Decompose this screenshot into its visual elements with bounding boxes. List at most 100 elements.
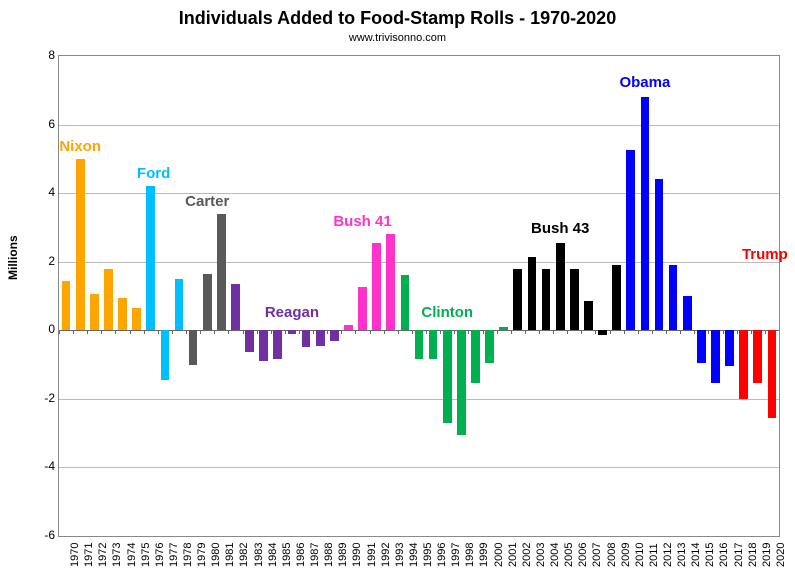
bar — [415, 330, 424, 359]
x-tick-mark — [666, 330, 667, 334]
x-tick-label: 1980 — [210, 543, 222, 567]
x-tick-label: 2015 — [704, 543, 716, 567]
bar — [471, 330, 480, 383]
x-tick-mark — [638, 330, 639, 334]
x-tick-mark — [73, 330, 74, 334]
x-tick-mark — [271, 330, 272, 334]
x-tick-label: 2008 — [606, 543, 618, 567]
x-tick-mark — [426, 330, 427, 334]
president-annotation: Clinton — [421, 304, 473, 321]
bar — [245, 330, 254, 351]
bar — [273, 330, 282, 359]
bar — [768, 330, 777, 417]
x-tick-mark — [214, 330, 215, 334]
x-tick-label: 2002 — [521, 543, 533, 567]
x-tick-mark — [172, 330, 173, 334]
x-tick-label: 1990 — [351, 543, 363, 567]
bar — [372, 243, 381, 330]
x-tick-label: 1974 — [126, 543, 138, 567]
bar — [90, 294, 99, 330]
bar — [655, 179, 664, 330]
x-tick-label: 1972 — [97, 543, 109, 567]
bar — [528, 257, 537, 331]
bar — [570, 269, 579, 331]
bar — [697, 330, 706, 363]
y-tick-label: -6 — [25, 528, 55, 542]
x-tick-label: 1993 — [394, 543, 406, 567]
chart-container: Individuals Added to Food-Stamp Rolls - … — [0, 0, 795, 584]
x-tick-label: 1975 — [140, 543, 152, 567]
bar — [739, 330, 748, 399]
x-tick-label: 1976 — [154, 543, 166, 567]
bar — [641, 97, 650, 330]
x-tick-mark — [483, 330, 484, 334]
bar — [612, 265, 621, 330]
gridline — [59, 262, 779, 263]
x-tick-mark — [384, 330, 385, 334]
x-tick-label: 1971 — [83, 543, 95, 567]
x-tick-mark — [398, 330, 399, 334]
x-tick-mark — [285, 330, 286, 334]
chart-title: Individuals Added to Food-Stamp Rolls - … — [0, 8, 795, 29]
x-tick-mark — [694, 330, 695, 334]
x-tick-label: 1978 — [182, 543, 194, 567]
bar — [146, 186, 155, 330]
x-tick-mark — [497, 330, 498, 334]
x-tick-mark — [228, 330, 229, 334]
x-tick-mark — [525, 330, 526, 334]
x-tick-label: 1992 — [380, 543, 392, 567]
x-tick-mark — [158, 330, 159, 334]
x-tick-label: 1987 — [309, 543, 321, 567]
bar — [76, 159, 85, 330]
bar — [513, 269, 522, 331]
x-tick-mark — [680, 330, 681, 334]
bar — [203, 274, 212, 331]
x-tick-label: 1982 — [238, 543, 250, 567]
president-annotation: Carter — [185, 193, 229, 210]
plot-area: NixonFordCarterReaganBush 41ClintonBush … — [58, 55, 780, 537]
x-tick-mark — [299, 330, 300, 334]
x-tick-label: 1996 — [436, 543, 448, 567]
bar — [556, 243, 565, 330]
x-tick-mark — [341, 330, 342, 334]
x-tick-label: 2005 — [563, 543, 575, 567]
x-tick-label: 1988 — [323, 543, 335, 567]
gridline — [59, 467, 779, 468]
bar — [598, 330, 607, 335]
bar — [259, 330, 268, 361]
bar — [443, 330, 452, 423]
x-tick-label: 2004 — [549, 543, 561, 567]
bar — [104, 269, 113, 331]
bar — [485, 330, 494, 363]
x-tick-mark — [595, 330, 596, 334]
x-tick-mark — [130, 330, 131, 334]
x-tick-label: 1986 — [295, 543, 307, 567]
bar — [175, 279, 184, 330]
x-tick-mark — [511, 330, 512, 334]
x-tick-mark — [454, 330, 455, 334]
x-tick-label: 2019 — [761, 543, 773, 567]
x-tick-mark — [327, 330, 328, 334]
x-tick-mark — [539, 330, 540, 334]
bar — [386, 234, 395, 330]
bar — [231, 284, 240, 330]
bar — [189, 330, 198, 364]
bar — [711, 330, 720, 383]
x-tick-mark — [144, 330, 145, 334]
bar — [358, 287, 367, 330]
bar — [302, 330, 311, 347]
x-tick-label: 2016 — [718, 543, 730, 567]
x-tick-label: 2007 — [591, 543, 603, 567]
president-annotation: Ford — [137, 165, 170, 182]
bar — [161, 330, 170, 380]
y-tick-label: -2 — [25, 391, 55, 405]
gridline — [59, 125, 779, 126]
x-tick-label: 2001 — [507, 543, 519, 567]
x-tick-mark — [581, 330, 582, 334]
x-tick-mark — [257, 330, 258, 334]
x-tick-label: 1981 — [224, 543, 236, 567]
x-tick-mark — [115, 330, 116, 334]
x-tick-label: 1994 — [408, 543, 420, 567]
bar — [118, 298, 127, 331]
y-tick-label: 0 — [25, 322, 55, 336]
